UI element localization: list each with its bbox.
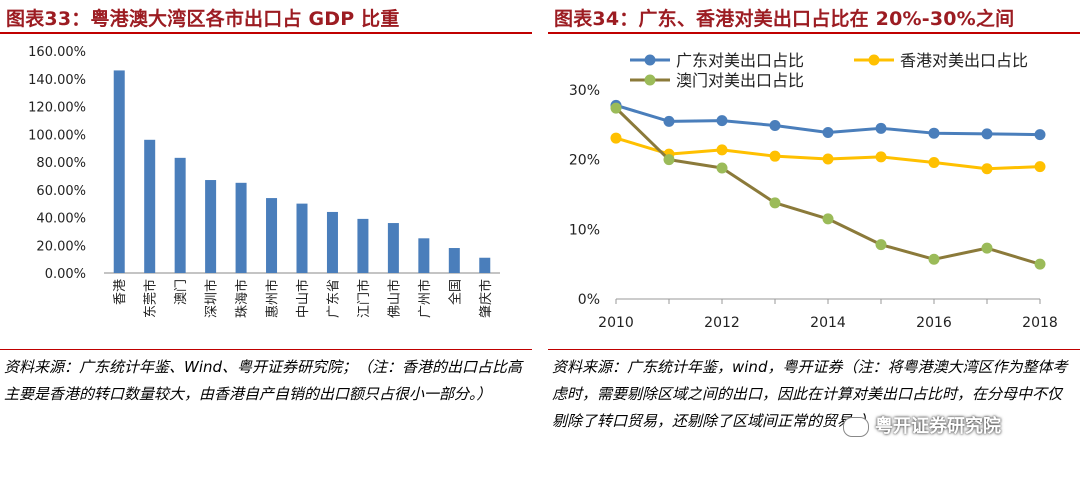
x-tick-label: 佛山市: [386, 279, 402, 318]
right-panel: 图表34：广东、香港对美出口占比在 20%-30%之间 0% 10% 20% 30% 2…: [548, 0, 1080, 477]
right-source-note: 资料来源：广东统计年鉴，wind，粤开证券（注：将粤港澳大湾区作为整体考虑时，需…: [552, 358, 1068, 430]
right-chart-title: 图表34：广东、香港对美出口占比在 20%-30%之间: [554, 8, 1015, 30]
line-chart: 0% 10% 20% 30% 2010 2012 2014 2016 2018 广东对美出口占比 香…: [569, 51, 1058, 331]
watermark-text: 粤开证券研究院: [875, 416, 1001, 437]
y-tick-label: 140.00%: [28, 73, 86, 88]
bar: [387, 223, 399, 273]
data-point: [663, 115, 675, 127]
y-tick-label: 0%: [578, 292, 600, 308]
legend-label: 澳门对美出口占比: [676, 71, 804, 90]
x-tick-label: 广州市: [417, 279, 433, 318]
bar: [174, 157, 186, 273]
data-point: [928, 156, 940, 168]
y-tick-label: 20%: [569, 153, 600, 169]
right-bottom-rule: [548, 349, 1080, 350]
left-bottom-rule: [0, 349, 532, 350]
data-point: [822, 126, 834, 138]
y-tick-label: 30%: [569, 83, 600, 99]
bar: [296, 203, 308, 273]
data-point: [875, 239, 887, 251]
bar-chart: 0.00% 20.00% 40.00% 60.00% 80.00% 100.00% 120.…: [28, 45, 500, 318]
data-point: [610, 102, 622, 114]
legend-label: 广东对美出口占比: [676, 51, 804, 70]
bar: [144, 139, 156, 273]
bar: [205, 180, 217, 273]
x-tick-label: 东莞市: [143, 279, 159, 318]
bar: [357, 218, 369, 273]
data-point: [716, 144, 728, 156]
x-tick-label: 广东省: [326, 279, 341, 318]
x-tick-label: 2016: [916, 315, 952, 331]
legend-marker: [644, 74, 656, 86]
wechat-icon: [843, 417, 869, 437]
data-point: [610, 132, 622, 144]
data-point: [1034, 161, 1046, 173]
y-tick-label: 80.00%: [36, 156, 86, 171]
data-point: [716, 115, 728, 127]
y-tick-label: 20.00%: [36, 239, 86, 254]
y-tick-label: 100.00%: [28, 128, 86, 143]
data-point: [1034, 129, 1046, 141]
x-tick-label: 2018: [1022, 315, 1058, 331]
data-point: [875, 122, 887, 134]
legend-marker: [644, 54, 656, 66]
y-tick-label: 10%: [569, 222, 600, 238]
bar: [448, 248, 460, 273]
data-point: [769, 197, 781, 209]
left-chart-title: 图表33：粤港澳大湾区各市出口占 GDP 比重: [6, 8, 400, 30]
left-source-note: 资料来源：广东统计年鉴、Wind、粤开证券研究院；（注：香港的出口占比高主要是香…: [4, 358, 523, 403]
left-title-rule: [0, 32, 532, 34]
data-point: [822, 153, 834, 165]
x-tick-label: 珠海市: [234, 279, 250, 318]
data-point: [981, 163, 993, 175]
legend-marker: [868, 54, 880, 66]
x-tick-label: 中山市: [295, 279, 311, 318]
bar: [479, 257, 491, 273]
data-point: [822, 213, 834, 225]
data-point: [875, 151, 887, 163]
data-point: [1034, 258, 1046, 270]
x-tick-label: 肇庆市: [478, 279, 494, 318]
bar: [418, 238, 430, 273]
x-tick-label: 2012: [704, 315, 740, 331]
bar: [113, 70, 125, 273]
x-tick-label: 惠州市: [265, 279, 281, 318]
x-tick-label: 江门市: [356, 279, 372, 318]
left-panel: 图表33：粤港澳大湾区各市出口占 GDP 比重 0.00% 20.00% 40.00…: [0, 0, 532, 477]
bar: [326, 211, 338, 273]
x-tick-label: 2010: [598, 315, 634, 331]
x-tick-label: 全国: [447, 279, 463, 305]
data-point: [981, 242, 993, 254]
data-point: [928, 253, 940, 265]
y-tick-label: 60.00%: [36, 184, 86, 199]
x-tick-label: 香港: [113, 279, 128, 305]
x-tick-label: 深圳市: [204, 279, 220, 318]
bar: [235, 182, 247, 273]
data-point: [981, 128, 993, 140]
data-point: [769, 120, 781, 132]
y-tick-label: 0.00%: [45, 267, 86, 282]
y-tick-label: 40.00%: [36, 212, 86, 227]
y-tick-label: 160.00%: [28, 45, 86, 60]
bar: [266, 198, 278, 273]
y-tick-label: 120.00%: [28, 101, 86, 116]
x-tick-label: 澳门: [173, 279, 189, 305]
watermark: 粤开证券研究院: [843, 412, 1001, 438]
data-point: [663, 154, 675, 166]
data-point: [716, 162, 728, 174]
data-point: [928, 127, 940, 139]
legend-label: 香港对美出口占比: [900, 51, 1028, 70]
data-point: [769, 150, 781, 162]
x-tick-label: 2014: [810, 315, 846, 331]
right-title-rule: [548, 32, 1080, 34]
